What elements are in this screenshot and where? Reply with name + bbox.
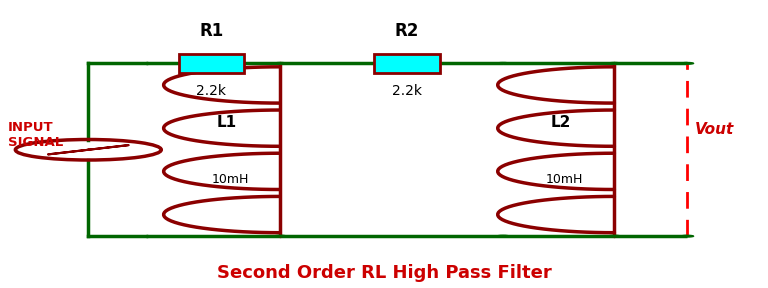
Text: R2: R2	[395, 22, 419, 40]
Text: 10mH: 10mH	[546, 173, 583, 186]
Ellipse shape	[681, 62, 694, 64]
Ellipse shape	[608, 235, 621, 237]
Text: L2: L2	[551, 115, 571, 130]
Ellipse shape	[681, 235, 694, 237]
Ellipse shape	[497, 62, 509, 64]
Text: 10mH: 10mH	[212, 173, 249, 186]
Ellipse shape	[274, 235, 286, 237]
Text: Second Order RL High Pass Filter: Second Order RL High Pass Filter	[217, 264, 551, 282]
FancyBboxPatch shape	[375, 54, 439, 73]
Text: 2.2k: 2.2k	[392, 84, 422, 98]
Text: L1: L1	[217, 115, 237, 130]
FancyBboxPatch shape	[178, 54, 244, 73]
Text: R1: R1	[199, 22, 223, 40]
Ellipse shape	[274, 62, 286, 64]
Ellipse shape	[608, 62, 621, 64]
Text: 2.2k: 2.2k	[196, 84, 227, 98]
Text: Vout: Vout	[695, 122, 734, 137]
Ellipse shape	[497, 235, 509, 237]
Text: INPUT
SIGNAL: INPUT SIGNAL	[8, 121, 63, 149]
